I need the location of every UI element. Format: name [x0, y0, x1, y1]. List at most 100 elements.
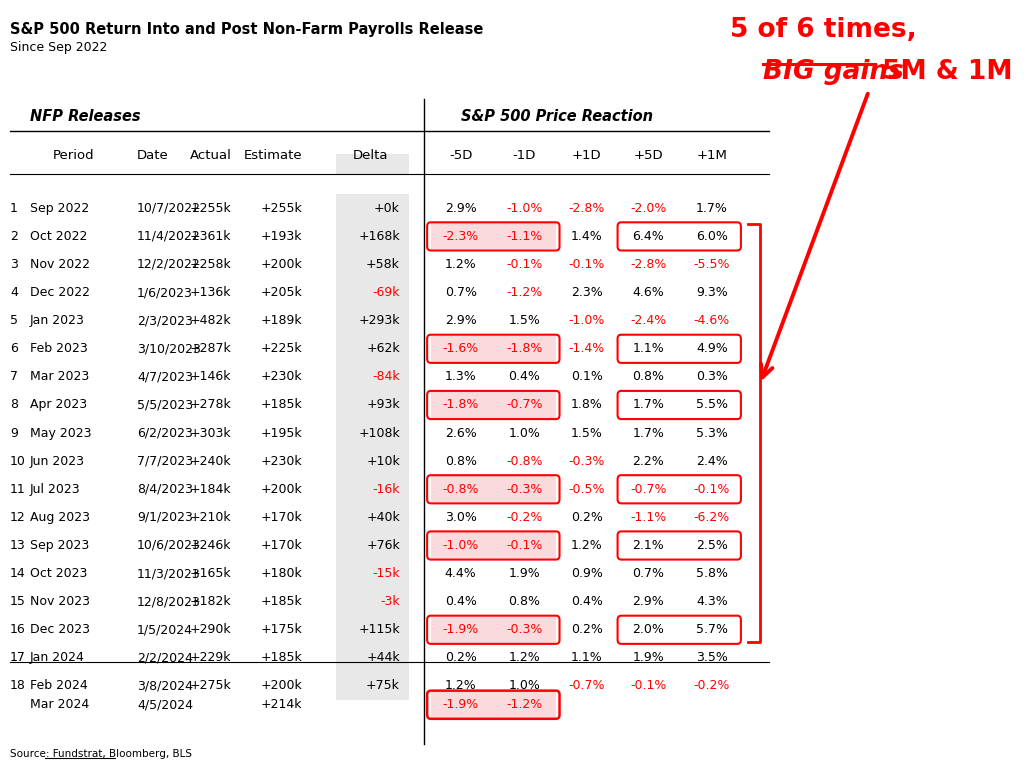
Text: Jan 2024: Jan 2024 — [30, 651, 85, 664]
Text: +195k: +195k — [260, 427, 302, 439]
Text: 7/7/2023: 7/7/2023 — [137, 455, 194, 467]
Text: 5 of 6 times,: 5 of 6 times, — [730, 16, 916, 43]
Text: Source: Fundstrat, Bloomberg, BLS: Source: Fundstrat, Bloomberg, BLS — [10, 749, 193, 760]
Text: Nov 2022: Nov 2022 — [30, 258, 90, 271]
Text: -84k: -84k — [373, 370, 400, 383]
Text: 8: 8 — [10, 399, 18, 411]
Text: 9.3%: 9.3% — [696, 286, 728, 299]
Text: 1.9%: 1.9% — [508, 567, 540, 580]
Text: Date: Date — [137, 150, 169, 162]
Text: +0k: +0k — [374, 202, 400, 215]
Text: +184k: +184k — [189, 483, 231, 495]
Text: +10k: +10k — [367, 455, 400, 467]
Text: 15: 15 — [10, 595, 26, 608]
Text: +482k: +482k — [189, 314, 231, 327]
Text: BIG gains: BIG gains — [763, 59, 903, 86]
Text: -2.4%: -2.4% — [631, 314, 667, 327]
FancyBboxPatch shape — [337, 194, 409, 222]
Text: +255k: +255k — [189, 202, 231, 215]
Text: -1.0%: -1.0% — [568, 314, 605, 327]
Text: -0.8%: -0.8% — [506, 455, 543, 467]
Text: 4.3%: 4.3% — [696, 595, 728, 608]
Text: 16: 16 — [10, 623, 26, 636]
Text: -0.2%: -0.2% — [693, 679, 730, 693]
Text: 5.8%: 5.8% — [696, 567, 728, 580]
Text: 1.8%: 1.8% — [570, 399, 603, 411]
Text: +93k: +93k — [367, 399, 400, 411]
Text: 0.4%: 0.4% — [508, 370, 540, 383]
Text: -1.9%: -1.9% — [442, 698, 479, 711]
Text: 2.2%: 2.2% — [633, 455, 665, 467]
FancyBboxPatch shape — [337, 615, 409, 643]
Text: +180k: +180k — [260, 567, 302, 580]
Text: +58k: +58k — [366, 258, 400, 271]
Text: -1.0%: -1.0% — [506, 202, 543, 215]
Text: 2/2/2024: 2/2/2024 — [137, 651, 193, 664]
Text: -1.1%: -1.1% — [506, 230, 543, 243]
Text: -2.8%: -2.8% — [630, 258, 667, 271]
Text: +1D: +1D — [572, 150, 601, 162]
Text: 1/5/2024: 1/5/2024 — [137, 623, 193, 636]
Text: +230k: +230k — [260, 370, 302, 383]
Text: +258k: +258k — [189, 258, 231, 271]
Text: 5/5/2023: 5/5/2023 — [137, 399, 194, 411]
Text: 2.6%: 2.6% — [444, 427, 476, 439]
Text: +200k: +200k — [260, 483, 302, 495]
Text: Nov 2023: Nov 2023 — [30, 595, 90, 608]
Text: 6.0%: 6.0% — [696, 230, 728, 243]
FancyBboxPatch shape — [337, 251, 409, 279]
Text: +205k: +205k — [260, 286, 302, 299]
Text: +5D: +5D — [634, 150, 664, 162]
Text: +214k: +214k — [260, 698, 302, 711]
Text: +255k: +255k — [260, 202, 302, 215]
Text: +185k: +185k — [260, 399, 302, 411]
Text: +287k: +287k — [189, 342, 231, 355]
Text: +193k: +193k — [260, 230, 302, 243]
Text: +278k: +278k — [189, 399, 231, 411]
Text: -1.8%: -1.8% — [442, 399, 479, 411]
Text: 0.1%: 0.1% — [570, 370, 603, 383]
Text: Aug 2023: Aug 2023 — [30, 511, 90, 524]
Text: 1.2%: 1.2% — [570, 539, 602, 552]
Text: -0.3%: -0.3% — [506, 623, 543, 636]
Text: -1.0%: -1.0% — [442, 539, 479, 552]
Text: Period: Period — [52, 150, 94, 162]
FancyBboxPatch shape — [337, 279, 409, 307]
FancyBboxPatch shape — [337, 222, 409, 251]
Text: 1.4%: 1.4% — [570, 230, 602, 243]
Text: -2.8%: -2.8% — [568, 202, 605, 215]
Text: 6: 6 — [10, 342, 17, 355]
FancyBboxPatch shape — [337, 643, 409, 672]
FancyBboxPatch shape — [337, 447, 409, 475]
Text: Dec 2023: Dec 2023 — [30, 623, 90, 636]
Text: 5.5%: 5.5% — [696, 399, 728, 411]
Text: Feb 2024: Feb 2024 — [30, 679, 88, 693]
Text: 2.9%: 2.9% — [633, 595, 665, 608]
Text: May 2023: May 2023 — [30, 427, 91, 439]
Text: 0.9%: 0.9% — [570, 567, 603, 580]
Text: 0.2%: 0.2% — [570, 623, 603, 636]
Text: +275k: +275k — [189, 679, 231, 693]
Text: -1.4%: -1.4% — [568, 342, 605, 355]
Text: +165k: +165k — [189, 567, 231, 580]
Text: +40k: +40k — [367, 511, 400, 524]
Text: -15k: -15k — [373, 567, 400, 580]
Text: 5: 5 — [10, 314, 18, 327]
FancyBboxPatch shape — [431, 336, 556, 362]
Text: Since Sep 2022: Since Sep 2022 — [10, 41, 108, 54]
Text: -69k: -69k — [373, 286, 400, 299]
Text: -3k: -3k — [380, 595, 400, 608]
Text: +303k: +303k — [189, 427, 231, 439]
Text: 1.0%: 1.0% — [508, 427, 540, 439]
Text: 12/8/2023: 12/8/2023 — [137, 595, 201, 608]
Text: 1.5%: 1.5% — [508, 314, 540, 327]
Text: 3.0%: 3.0% — [444, 511, 476, 524]
Text: -2.3%: -2.3% — [442, 230, 479, 243]
FancyBboxPatch shape — [337, 475, 409, 503]
Text: 1.1%: 1.1% — [570, 651, 602, 664]
Text: 2.9%: 2.9% — [444, 314, 476, 327]
Text: +146k: +146k — [189, 370, 231, 383]
Text: +293k: +293k — [358, 314, 400, 327]
Text: S&P 500 Price Reaction: S&P 500 Price Reaction — [461, 110, 652, 125]
Text: +361k: +361k — [189, 230, 231, 243]
